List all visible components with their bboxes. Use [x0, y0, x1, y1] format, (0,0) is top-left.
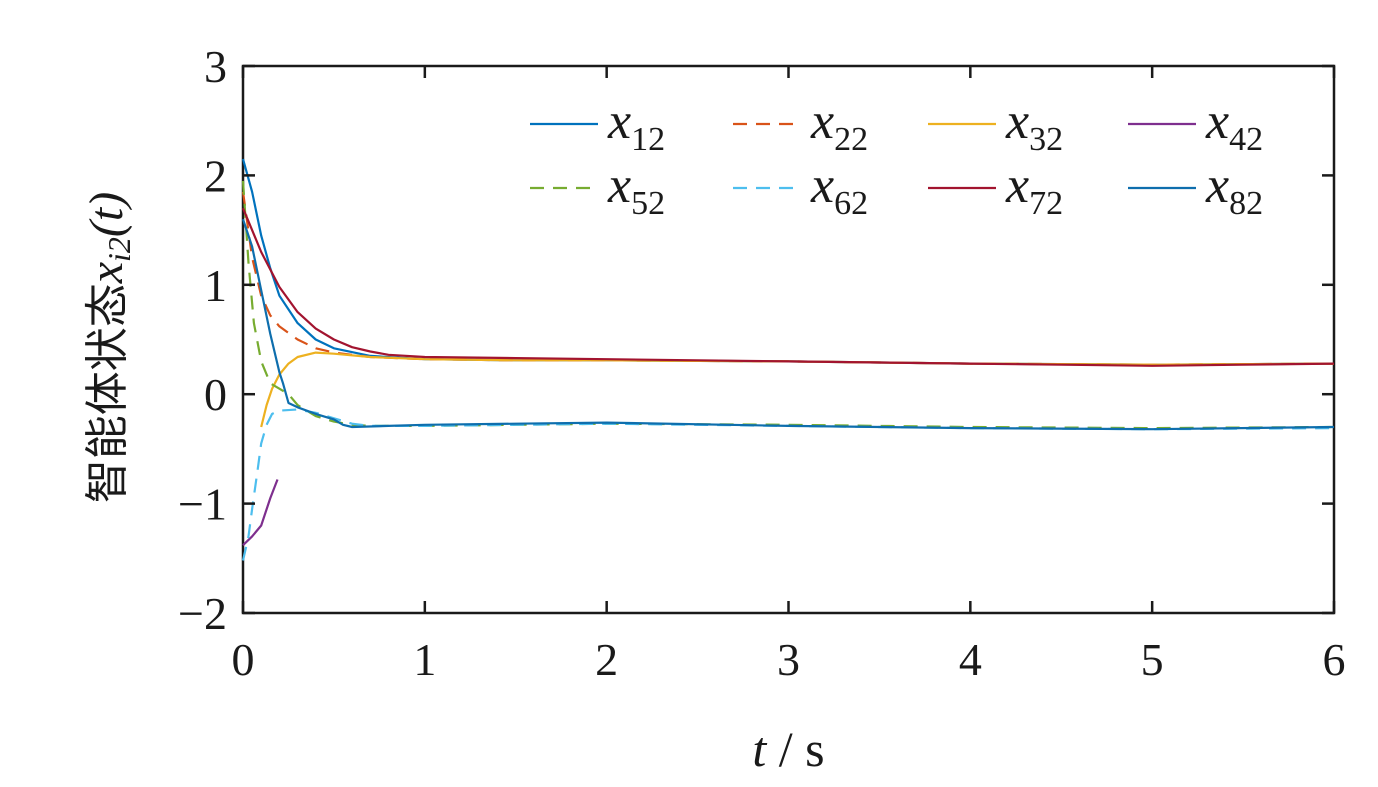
series-line-x32 [260, 351, 1335, 428]
x-tick-label: 5 [1141, 634, 1164, 685]
x-axis-title: t / s [752, 721, 824, 777]
y-tick-label: 0 [204, 369, 227, 420]
legend-label: x72 [1005, 157, 1063, 222]
legend-label: x82 [1205, 157, 1263, 222]
plot-area [241, 64, 1336, 615]
legend-item-x82: x82 [1128, 157, 1263, 222]
series-line-x12 [241, 158, 1335, 366]
legend-item-x12: x12 [530, 93, 665, 158]
series-line-x72 [241, 207, 1335, 367]
x-tick-label: 2 [595, 634, 618, 685]
legend-item-x62: x62 [733, 157, 868, 222]
y-axis-title: 智能体状态xi2(t) [80, 192, 137, 504]
ticks-layer: 0 1 2 3 4 5 6 −2 −1 0 1 2 3 [178, 41, 1345, 685]
x-tick-label: 6 [1323, 634, 1346, 685]
series-layer [241, 158, 1335, 561]
legend: x12 x22 x32 x42 x52 x62 x72 x82 [530, 93, 1263, 222]
legend-label: x12 [607, 93, 665, 158]
legend-item-x72: x72 [928, 157, 1063, 222]
x-tick-label: 4 [959, 634, 982, 685]
y-tick-label: −1 [178, 479, 227, 530]
x-tick-label: 0 [232, 634, 255, 685]
series-line-x82 [241, 218, 1335, 431]
series-line-x42 [242, 479, 279, 546]
plot-frame [241, 64, 1336, 615]
series-line-x22 [241, 191, 1335, 366]
x-axis-unit: s [805, 721, 824, 777]
y-tick-label: 1 [204, 260, 227, 311]
x-axis-sep: / [766, 721, 805, 777]
legend-item-x22: x22 [733, 93, 868, 158]
x-tick-label: 1 [413, 634, 436, 685]
x-tick-label: 3 [777, 634, 800, 685]
y-tick-label: 3 [204, 41, 227, 92]
y-tick-label: −2 [178, 588, 227, 639]
y-axis-var: x [80, 262, 133, 284]
legend-label: x22 [810, 93, 868, 158]
y-axis-sub: i2 [101, 237, 137, 262]
legend-label: x32 [1005, 93, 1063, 158]
legend-item-x32: x32 [928, 93, 1063, 158]
legend-label: x52 [607, 157, 665, 222]
legend-label: x62 [810, 157, 868, 222]
legend-label: x42 [1205, 93, 1263, 158]
series-line-x62 [241, 408, 1335, 561]
y-axis-prefix: 智能体状态 [82, 283, 133, 503]
legend-item-x42: x42 [1128, 93, 1263, 158]
y-tick-label: 2 [204, 150, 227, 201]
series-line-x52 [241, 180, 1335, 430]
y-axis-arg: (t) [80, 192, 133, 237]
legend-item-x52: x52 [530, 157, 665, 222]
x-axis-var: t [752, 721, 767, 777]
